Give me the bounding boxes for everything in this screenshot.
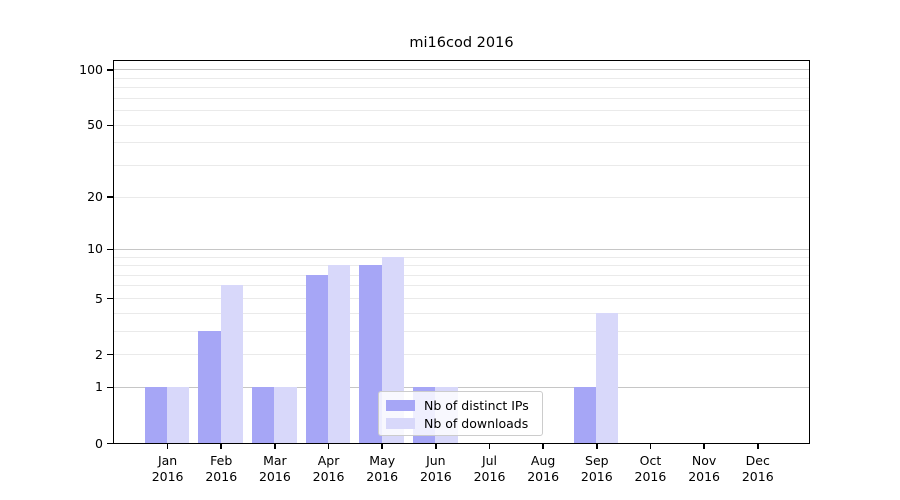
gridline-minor [114,77,809,79]
x-tick-mark [220,444,223,449]
x-tick-mark [166,444,169,449]
x-tick-mark [756,444,759,449]
y-tick-mark [107,297,113,300]
x-tick-mark [596,444,598,449]
y-tick-label: 50 [87,117,103,133]
gridline-major [114,69,809,71]
bar-downloads-sep [596,312,619,444]
gridline-major [114,248,809,250]
x-tick-mark [274,444,276,449]
gridline-minor [114,142,809,144]
legend-entry-distinct-ips: Nb of distinct IPs [386,397,536,413]
x-tick-mark [327,444,330,449]
y-tick-label: 5 [95,290,103,306]
x-tick-label-sep: Sep 2016 [580,453,613,484]
y-tick-label: 20 [87,189,103,205]
x-tick-mark [542,444,544,449]
y-tick-mark [107,196,113,198]
x-tick-label-mar: Mar 2016 [258,453,291,484]
gridline-minor [114,330,809,332]
legend-swatch-distinct-ips [386,399,415,411]
gridline-minor [114,110,809,112]
x-tick-label-jul: Jul 2016 [473,453,506,484]
x-tick-label-jun: Jun 2016 [419,453,452,484]
y-tick-mark [107,69,113,71]
gridline-major [114,386,809,388]
bar-distinct-ips-feb [198,330,221,444]
chart-title: mi16cod 2016 [409,35,514,51]
legend: Nb of distinct IPs Nb of downloads [378,391,543,436]
x-tick-mark [649,444,652,449]
bar-distinct-ips-jan [144,386,167,444]
bar-downloads-mar [274,386,297,444]
y-tick-label: 1 [95,379,103,395]
y-tick-label: 10 [87,241,103,257]
x-tick-mark [488,444,491,449]
legend-entry-downloads: Nb of downloads [386,415,536,431]
y-tick-mark [107,124,113,127]
x-tick-label-apr: Apr 2016 [312,453,345,484]
x-tick-mark [703,444,705,449]
y-tick-label: 100 [79,62,103,78]
x-tick-label-dec: Dec 2016 [741,453,774,484]
gridline-minor [114,297,809,299]
y-tick-mark [107,442,113,445]
x-tick-label-nov: Nov 2016 [688,453,720,484]
gridline-minor [114,124,809,126]
x-tick-label-feb: Feb 2016 [205,453,238,484]
gridline-minor [114,274,809,276]
legend-swatch-downloads [386,417,415,429]
y-tick-mark [107,248,113,251]
plot-area [113,60,810,444]
gridline-minor [114,256,809,258]
bar-distinct-ips-sep [573,386,597,444]
bar-downloads-apr [327,265,351,444]
bar-distinct-ips-mar [252,386,275,444]
gridline-minor [114,312,809,314]
y-tick-mark [107,386,113,389]
x-tick-mark [435,444,437,449]
bar-distinct-ips-may [359,265,382,444]
y-tick-mark [107,353,113,356]
gridline-minor [114,165,809,167]
gridline-minor [114,265,809,267]
gridline-minor [114,196,809,198]
bar-distinct-ips-apr [305,274,328,444]
x-tick-label-jan: Jan 2016 [151,453,184,484]
legend-label-distinct-ips: Nb of distinct IPs [424,397,529,413]
x-tick-label-may: May 2016 [366,453,399,484]
gridline-minor [114,87,809,89]
y-tick-label: 0 [95,435,103,451]
legend-label-downloads: Nb of downloads [424,415,529,431]
bar-downloads-jan [167,386,190,444]
bar-downloads-feb [220,285,243,444]
y-tick-label: 2 [95,346,103,362]
gridline-minor [114,285,809,287]
x-tick-label-oct: Oct 2016 [634,453,667,484]
x-tick-label-aug: Aug 2016 [527,453,560,484]
x-tick-mark [381,444,383,449]
gridline-minor [114,354,809,355]
gridline-minor [114,98,809,99]
